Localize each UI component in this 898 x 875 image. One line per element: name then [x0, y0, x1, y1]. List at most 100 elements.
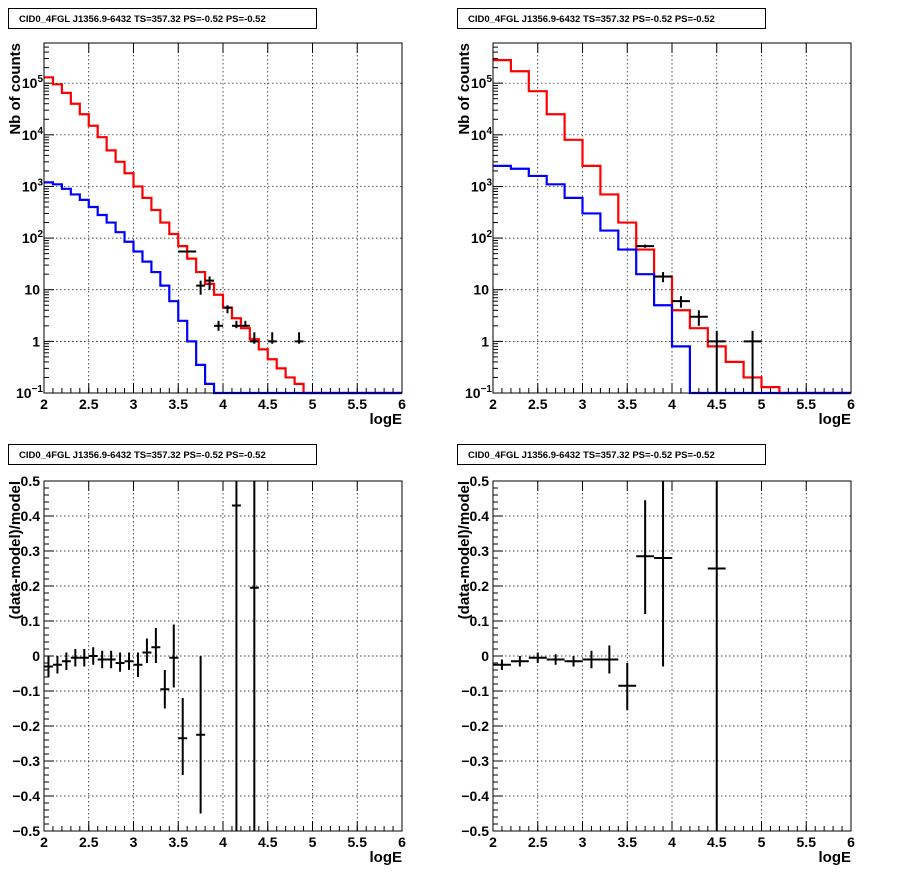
x-tick-label: 5 [309, 834, 317, 850]
y-tick-label: 0.2 [21, 578, 41, 594]
x-tick-label: 4 [219, 396, 227, 412]
data-point [52, 656, 62, 674]
x-tick-label: 4.5 [258, 396, 278, 412]
x-tick-label: 3 [579, 834, 587, 850]
x-tick-label: 3.5 [169, 834, 189, 850]
data-point [178, 698, 188, 775]
data-point [214, 320, 223, 331]
data-point [106, 650, 116, 669]
y-tick-label: −0.1 [12, 683, 40, 699]
data-point [707, 330, 726, 393]
y-tick-label: 0 [481, 648, 489, 664]
x-tick-label: 4.5 [707, 834, 727, 850]
y-tick-label: 104 [471, 126, 493, 143]
data-point [672, 296, 690, 308]
x-tick-label: 5 [758, 396, 766, 412]
y-tick-label: −0.2 [12, 718, 40, 734]
series-total-model-line [44, 76, 402, 395]
plot-frame [492, 480, 852, 832]
x-tick-label: 5.5 [797, 834, 817, 850]
pad-title: CID0_4FGL J1356.9-6432 TS=357.32 PS=-0.5… [8, 444, 317, 465]
data-point [618, 663, 637, 711]
y-tick-label: 105 [22, 74, 44, 91]
y-axis-label: (data-model)/model [456, 481, 473, 619]
x-tick-label: 2.5 [528, 396, 548, 412]
data-point [267, 332, 277, 344]
data-point [743, 330, 762, 393]
x-tick-label: 3.5 [169, 396, 189, 412]
data-point [582, 650, 601, 669]
x-tick-label: 4.5 [707, 396, 727, 412]
data-point [97, 650, 107, 669]
y-tick-label: 0.2 [470, 578, 490, 594]
y-tick-exponent: 4 [486, 126, 492, 137]
x-tick-label: 3 [130, 396, 138, 412]
y-tick-label: 0.5 [21, 473, 41, 489]
x-tick-label: 3.5 [618, 396, 638, 412]
y-tick-label: 1 [32, 333, 40, 349]
data-point [79, 649, 89, 667]
x-tick-label: 5.5 [797, 396, 817, 412]
y-tick-label: 0.3 [470, 543, 490, 559]
x-tick-label: 6 [847, 396, 855, 412]
data-point [689, 310, 708, 326]
chart-counts-left: 2 2.5 3 3.5 4 4.5 5 5.5 610−1110102103104105logE… [7, 42, 406, 428]
data-point [636, 500, 655, 614]
y-tick-label: −0.1 [461, 683, 489, 699]
x-axis-label: logE [370, 849, 403, 866]
data-point [249, 481, 259, 831]
data-point [564, 656, 583, 667]
data-point [124, 652, 134, 670]
data-point [169, 624, 179, 688]
y-tick-exponent: 4 [37, 126, 43, 137]
data-point [528, 652, 547, 663]
y-tick-label: 0.3 [21, 543, 41, 559]
y-tick-label: 0.1 [470, 613, 490, 629]
y-tick-label: 10 [473, 282, 489, 298]
data-point [196, 656, 206, 814]
data-point [115, 652, 125, 672]
y-tick-exponent: 2 [37, 229, 43, 240]
x-tick-label: 5 [309, 396, 317, 412]
y-tick-label: 105 [471, 74, 493, 91]
y-tick-exponent: 5 [486, 74, 492, 85]
x-tick-label: 3 [130, 834, 138, 850]
pad-counts-right: 2 2.5 3 3.5 4 4.5 5 5.5 6 10−1 1 10 102 103 104 105 logE… [449, 0, 898, 437]
data-point [707, 481, 726, 831]
y-tick-label: 102 [22, 229, 44, 246]
y-tick-exponent: 3 [37, 177, 43, 188]
x-axis-label: logE [819, 849, 852, 866]
x-tick-label: 5.5 [348, 834, 368, 850]
x-tick-label: 6 [398, 396, 406, 412]
y-tick-label: 1 [481, 333, 489, 349]
x-axis-label: logE [370, 411, 403, 428]
data-point [636, 244, 655, 248]
y-tick-label: 0.1 [21, 613, 41, 629]
x-tick-label: 3 [579, 396, 587, 412]
data-point [546, 654, 565, 665]
y-axis-label: Nb of counts [7, 43, 24, 135]
y-tick-label: −0.3 [12, 753, 40, 769]
y-tick-label: 0 [32, 648, 40, 664]
data-point [600, 645, 619, 674]
x-tick-label: 6 [847, 834, 855, 850]
y-tick-exponent: 5 [37, 74, 43, 85]
data-point [151, 628, 161, 663]
y-tick-label: 103 [22, 177, 44, 194]
x-tick-label: 2.5 [79, 396, 99, 412]
data-point [654, 272, 672, 283]
x-axis-label: logE [819, 411, 852, 428]
pad-title: CID0_4FGL J1356.9-6432 TS=357.32 PS=-0.5… [457, 8, 766, 29]
y-tick-label: −0.3 [461, 753, 489, 769]
x-tick-label: 3.5 [618, 834, 638, 850]
plot-frame [492, 42, 852, 394]
y-tick-label: −0.5 [12, 823, 40, 839]
x-tick-label: 4 [668, 834, 676, 850]
y-tick-exponent: −1 [32, 384, 44, 395]
data-point [223, 305, 232, 314]
x-tick-label: 2.5 [79, 834, 99, 850]
data-point [493, 659, 511, 670]
data-point [249, 332, 259, 344]
y-tick-label: 0.4 [21, 508, 41, 524]
pad-residuals-right: 2 2.5 3 3.5 4 4.5 5 5.5 6 −0.5 −0.4 −0.3 −0.2 −0.1 0 0.… [449, 438, 898, 875]
